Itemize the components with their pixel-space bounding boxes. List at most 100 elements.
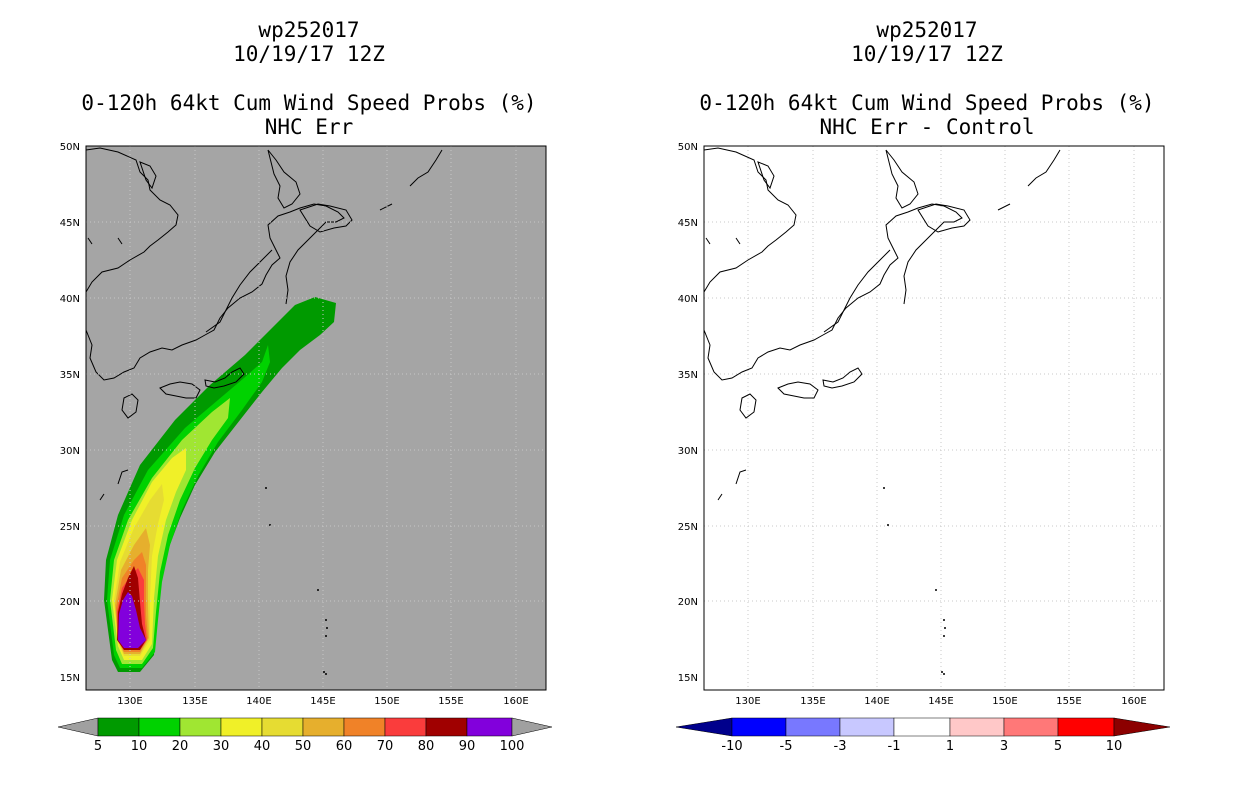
colorbar-label: 50 [295,739,312,754]
lon-label: 160E [503,696,528,707]
coastlines [703,147,1061,501]
right-map-frame [703,145,1165,691]
left-map-svg: 50N 45N 40N 35N 30N 25N 20N 15N 130E 135… [57,142,553,754]
date-title: 10/19/17 12Z [233,42,385,66]
lon-label: 160E [1121,696,1146,707]
colorbar-label: 10 [1106,739,1123,754]
colorbar-label: -10 [721,739,742,754]
colorbar-segment [384,717,427,737]
colorbar-segment [302,717,345,737]
left-title-block: wp252017 10/19/17 12Z [0,18,618,66]
lat-label: 40N [60,294,80,305]
lat-label: 20N [60,597,80,608]
colorbar-label: 30 [213,739,230,754]
colorbar-segment [731,717,787,737]
islands [883,487,946,675]
right-lon-labels: 130E 135E 140E 145E 150E 155E 160E [735,696,1146,707]
colorbar-label: -1 [888,739,901,754]
storm-id-title: wp252017 [876,18,978,42]
colorbar-segment [839,717,895,737]
lat-label: 30N [60,446,80,457]
right-subtitle-block: 0-120h 64kt Cum Wind Speed Probs (%) NHC… [618,91,1236,139]
left-gridlines [86,146,546,690]
product-title: 0-120h 64kt Cum Wind Speed Probs (%) [81,91,537,115]
right-map-background [704,146,1164,690]
lat-label: 30N [678,446,698,457]
colorbar-segment [343,717,386,737]
probability-swath [104,297,336,672]
experiment-title: NHC Err [264,115,354,139]
lon-label: 145E [928,696,953,707]
lon-label: 130E [735,696,760,707]
right-colorbar: -10 -5 -3 -1 1 3 5 10 [675,717,1171,754]
date-title: 10/19/17 12Z [851,42,1003,66]
colorbar-segment [179,717,222,737]
colorbar-right-arrow [1113,717,1171,737]
colorbar-segment [220,717,263,737]
lon-label: 150E [374,696,399,707]
colorbar-label: 70 [377,739,394,754]
right-map-svg: 50N 45N 40N 35N 30N 25N 20N 15N 130E 135… [675,142,1171,754]
colorbar-label: -5 [780,739,793,754]
colorbar-label: 1 [946,739,954,754]
left-colorbar: 5 10 20 30 40 50 60 70 80 90 100 [57,717,553,754]
lon-label: 145E [310,696,335,707]
colorbar-label: 20 [172,739,189,754]
colorbar-segment [785,717,841,737]
colorbar-label: 3 [1000,739,1008,754]
colorbar-segment [1003,717,1059,737]
lon-label: 140E [246,696,271,707]
colorbar-left-arrow [675,717,733,737]
colorbar-label: 100 [500,739,525,754]
lat-label: 40N [678,294,698,305]
right-gridlines [704,146,1164,690]
colorbar-segment [1057,717,1115,737]
right-panel: wp252017 10/19/17 12Z 0-120h 64kt Cum Wi… [618,0,1236,800]
lon-label: 130E [117,696,142,707]
experiment-title: NHC Err - Control [819,115,1035,139]
colorbar-segment [893,717,951,737]
left-subtitle-block: 0-120h 64kt Cum Wind Speed Probs (%) NHC… [0,91,618,139]
colorbar-segment [425,717,468,737]
lon-label: 140E [864,696,889,707]
right-lat-labels: 50N 45N 40N 35N 30N 25N 20N 15N [678,142,698,684]
lat-label: 20N [678,597,698,608]
lon-label: 135E [800,696,825,707]
storm-id-title: wp252017 [258,18,360,42]
product-title: 0-120h 64kt Cum Wind Speed Probs (%) [699,91,1155,115]
lat-label: 50N [60,142,80,153]
lat-label: 25N [678,522,698,533]
lon-label: 155E [438,696,463,707]
lat-label: 25N [60,522,80,533]
colorbar-left-arrow [57,717,99,737]
lon-label: 155E [1056,696,1081,707]
left-panel: wp252017 10/19/17 12Z 0-120h 64kt Cum Wi… [0,18,618,754]
colorbar-label: -3 [834,739,847,754]
colorbar-label: 10 [131,739,148,754]
colorbar-right-arrow [511,717,553,737]
lon-label: 150E [992,696,1017,707]
colorbar-label: 5 [1054,739,1062,754]
colorbar-label: 60 [336,739,353,754]
colorbar-segment [97,717,140,737]
colorbar-label: 40 [254,739,271,754]
lat-label: 45N [678,218,698,229]
colorbar-label: 5 [94,739,102,754]
left-map-frame [85,145,547,691]
islands [265,487,328,675]
colorbar-label: 80 [418,739,435,754]
coastlines [85,147,443,501]
colorbar-label: 90 [459,739,476,754]
right-title-block: wp252017 10/19/17 12Z [618,18,1236,66]
colorbar-segment [138,717,181,737]
colorbar-segment [949,717,1005,737]
lon-label: 135E [182,696,207,707]
left-lon-labels: 130E 135E 140E 145E 150E 155E 160E [117,696,528,707]
lat-label: 45N [60,218,80,229]
lat-label: 50N [678,142,698,153]
lat-label: 15N [678,673,698,684]
lat-label: 15N [60,673,80,684]
colorbar-segment [466,717,513,737]
colorbar-segment [261,717,304,737]
contour-90 [118,592,146,648]
